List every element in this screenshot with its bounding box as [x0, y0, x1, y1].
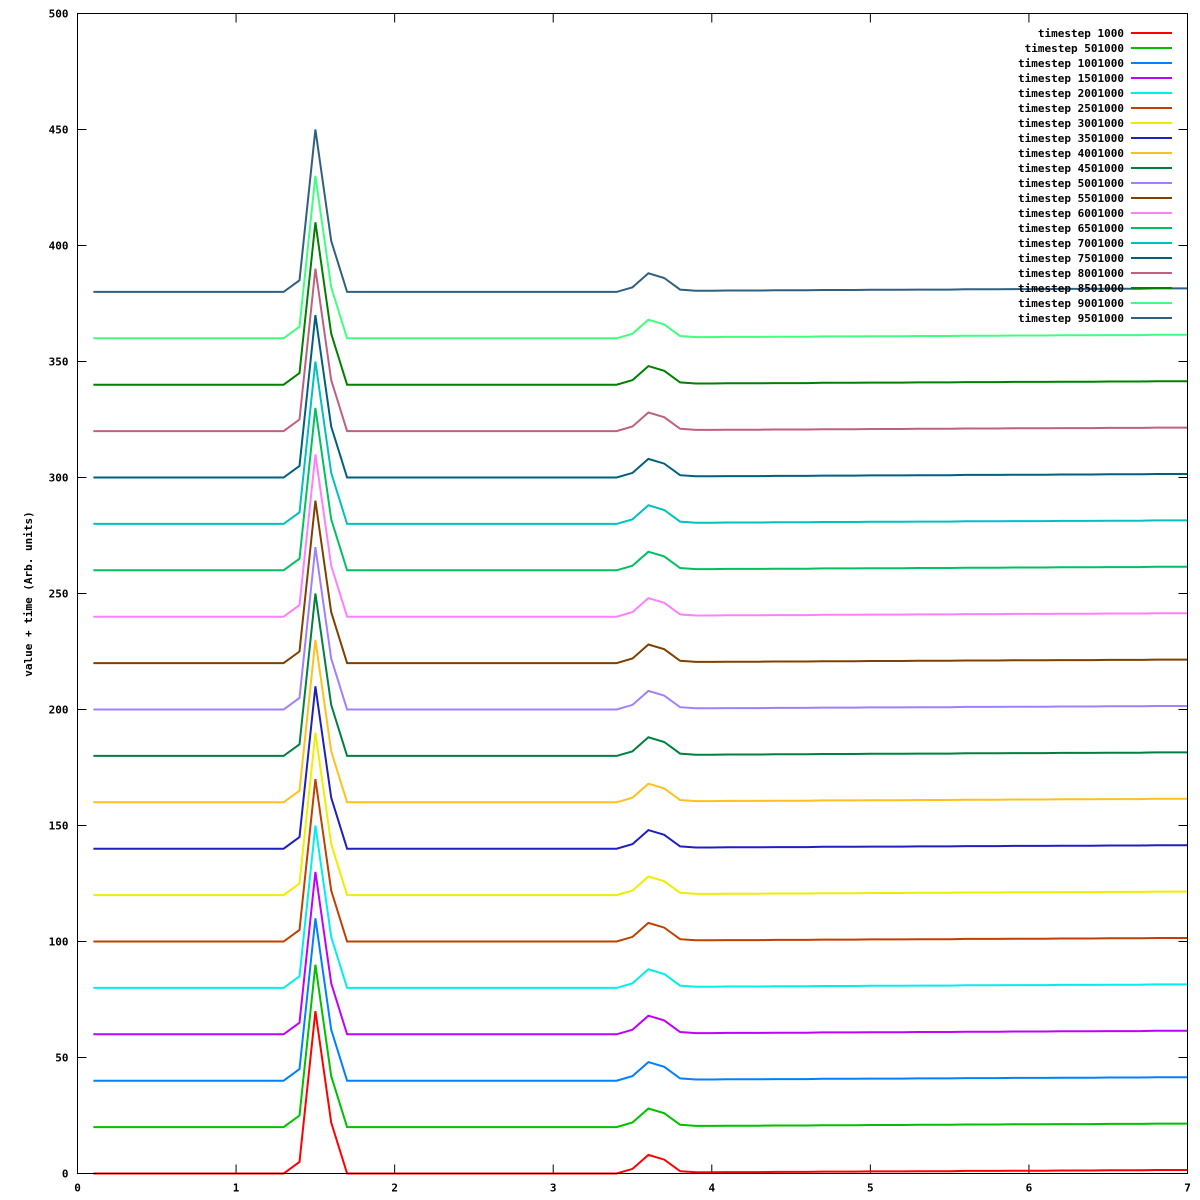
y-tick-label: 150: [49, 820, 69, 833]
series-line: [93, 129, 1188, 293]
series-lines: [93, 129, 1188, 1175]
series-line: [93, 686, 1188, 850]
series-line: [93, 593, 1188, 757]
legend: timestep 1000 timestep 501000 timestep 100…: [1018, 27, 1172, 325]
x-tick-label: 1: [233, 1182, 240, 1195]
series-line: [93, 268, 1188, 433]
y-tick-label: 300: [49, 472, 69, 485]
series-line: [93, 918, 1188, 1082]
series-line: [93, 175, 1188, 340]
legend-label: timestep 8501000: [1018, 282, 1124, 295]
legend-label: timestep 6501000: [1018, 222, 1124, 235]
y-axis-label: value + time (Arb. units): [22, 511, 35, 677]
legend-label: timestep 9001000: [1018, 297, 1124, 310]
y-tick-label: 450: [49, 124, 69, 137]
x-tick-label: 0: [74, 1182, 81, 1195]
legend-label: timestep 8001000: [1018, 267, 1124, 280]
y-tick-label: 200: [49, 704, 69, 717]
x-tick-label: 7: [1184, 1182, 1191, 1195]
series-line: [93, 222, 1188, 386]
plot-border: [77, 13, 1188, 1174]
x-tick-label: 4: [708, 1182, 715, 1195]
legend-label: timestep 7001000: [1018, 237, 1124, 250]
legend-label: timestep 1001000: [1018, 57, 1124, 70]
x-tick-label: 2: [391, 1182, 398, 1195]
legend-label: timestep 1501000: [1018, 72, 1124, 85]
series-line: [93, 314, 1188, 479]
legend-label: timestep 3001000: [1018, 117, 1124, 130]
series-line: [93, 361, 1188, 525]
y-tick-label: 50: [55, 1052, 68, 1065]
series-line: [93, 500, 1188, 665]
series-line: [93, 1010, 1188, 1175]
axis-ticks: 0 50 100 150 200 250 300 350 400 450 500 0 1 2 3 4 5 6 7: [49, 8, 1191, 1195]
series-line: [93, 871, 1188, 1036]
legend-label: timestep 5501000: [1018, 192, 1124, 205]
series-line: [93, 546, 1188, 711]
y-tick-label: 500: [49, 8, 69, 21]
legend-label: timestep 4001000: [1018, 147, 1124, 160]
legend-label: timestep 4501000: [1018, 162, 1124, 175]
legend-label: timestep 3501000: [1018, 132, 1124, 145]
y-tick-label: 250: [49, 588, 69, 601]
series-line: [93, 778, 1188, 943]
y-tick-label: 350: [49, 356, 69, 369]
series-line: [93, 964, 1188, 1129]
legend-label: timestep 2501000: [1018, 102, 1124, 115]
series-line: [93, 407, 1188, 572]
legend-label: timestep 9501000: [1018, 312, 1124, 325]
series-line: [93, 732, 1188, 897]
x-tick-label: 6: [1026, 1182, 1033, 1195]
legend-label: timestep 2001000: [1018, 87, 1124, 100]
legend-label: timestep 7501000: [1018, 252, 1124, 265]
y-tick-label: 0: [62, 1168, 69, 1181]
series-line: [93, 825, 1188, 989]
legend-label: timestep 501000: [1025, 42, 1124, 55]
legend-label: timestep 5001000: [1018, 177, 1124, 190]
series-line: [93, 639, 1188, 804]
series-line: [93, 454, 1188, 618]
y-tick-label: 400: [49, 240, 69, 253]
legend-label: timestep 6001000: [1018, 207, 1124, 220]
y-tick-label: 100: [49, 936, 69, 949]
x-tick-label: 3: [550, 1182, 557, 1195]
legend-label: timestep 1000: [1038, 27, 1124, 40]
x-tick-label: 5: [867, 1182, 874, 1195]
